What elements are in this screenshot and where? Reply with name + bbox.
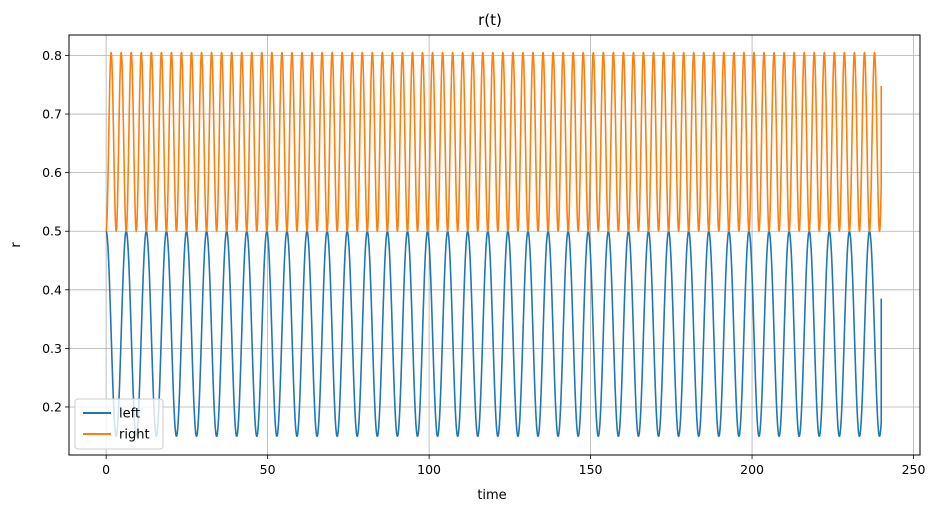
- x-tick-label: 250: [902, 462, 926, 477]
- y-tick-label: 0.8: [42, 48, 62, 63]
- y-axis: 0.2 0.3 0.4 0.5 0.6 0.7 0.8: [42, 48, 69, 414]
- y-axis-label: r: [9, 242, 24, 248]
- y-tick-label: 0.4: [42, 282, 62, 297]
- plot-frame: [68, 34, 921, 456]
- y-tick-label: 0.7: [42, 107, 62, 122]
- x-tick-label: 150: [579, 462, 603, 477]
- x-tick-label: 0: [102, 462, 110, 477]
- legend-label: left: [119, 407, 140, 422]
- series-line-right: [105, 51, 883, 233]
- x-axis-label: time: [477, 488, 506, 503]
- y-tick-label: 0.2: [42, 399, 62, 414]
- legend-box: [74, 398, 164, 450]
- legend: left right: [74, 398, 164, 450]
- chart-title: r(t): [478, 11, 502, 29]
- x-tick-label: 200: [740, 462, 764, 477]
- x-tick-label: 50: [260, 462, 276, 477]
- y-tick-label: 0.5: [42, 224, 62, 239]
- plot-area: [105, 51, 883, 438]
- legend-label: right: [119, 428, 150, 443]
- y-tick-label: 0.6: [42, 165, 62, 180]
- x-tick-label: 100: [417, 462, 441, 477]
- series-line-left: [105, 230, 883, 438]
- y-tick-label: 0.3: [42, 341, 62, 356]
- x-axis: 0 50 100 150 200 250: [102, 455, 926, 477]
